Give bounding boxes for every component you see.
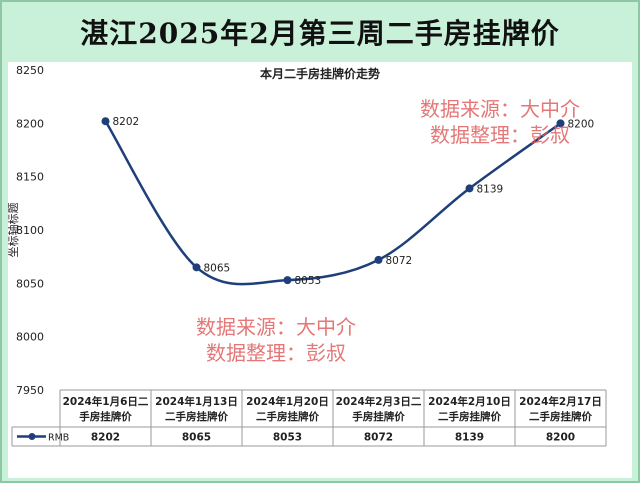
watermark-middle-line2: 数据整理：彭叔	[206, 341, 346, 365]
x-category-label: 手房挂牌价	[79, 410, 132, 423]
watermark-top: 数据来源：大中介 数据整理：彭叔	[420, 96, 580, 148]
watermark-top-line1: 数据来源：大中介	[420, 97, 580, 121]
chart-title: 本月二手房挂牌价走势	[260, 66, 380, 81]
data-label: 8202	[113, 116, 140, 128]
table-value-cell: 8053	[273, 432, 302, 444]
data-label: 8200	[568, 118, 595, 130]
x-category-label: 2024年2月3日二	[336, 395, 422, 408]
watermark-middle: 数据来源：大中介 数据整理：彭叔	[196, 314, 356, 366]
data-point	[101, 117, 110, 126]
data-point	[374, 255, 383, 264]
chart-panel: 本月二手房挂牌价走势坐标轴标题 7950 8000 8050 8100 8150 8200 8…	[8, 62, 632, 478]
banner-title: 湛江2025年2月第三周二手房挂牌价	[80, 17, 560, 50]
y-axis-label: 坐标轴标题	[8, 203, 20, 258]
x-category-label: 二手房挂牌价	[165, 410, 228, 423]
y-tick-label: 8200	[16, 117, 44, 130]
data-label: 8139	[477, 183, 504, 195]
table-value-cell: 8200	[546, 432, 575, 444]
y-tick-label: 8150	[16, 171, 44, 184]
table-value-cell: 8065	[182, 432, 211, 444]
data-label: 8065	[204, 262, 231, 274]
data-point	[556, 119, 565, 128]
x-category-label: 二手房挂牌价	[529, 410, 592, 423]
legend-series-name: RMB	[48, 433, 69, 444]
x-category-label: 2024年1月13日	[155, 395, 238, 408]
y-tick-label: 8050	[16, 277, 44, 290]
x-category-label: 2024年2月10日	[428, 395, 511, 408]
data-point	[283, 276, 292, 285]
x-category-label: 二手房挂牌价	[438, 410, 501, 423]
table-value-cell: 8072	[364, 432, 393, 444]
watermark-middle-line1: 数据来源：大中介	[196, 315, 356, 339]
data-point	[192, 263, 201, 272]
x-category-label: 2024年1月6日二	[63, 395, 149, 408]
y-tick-label: 8250	[16, 64, 44, 77]
table-value-cell: 8202	[91, 432, 120, 444]
x-category-label: 手房挂牌价	[352, 410, 405, 423]
data-label: 8053	[295, 275, 322, 287]
y-tick-label: 7950	[16, 384, 44, 397]
legend-marker	[28, 433, 36, 440]
table-value-cell: 8139	[455, 432, 484, 444]
x-category-label: 2024年1月20日	[246, 395, 329, 408]
y-tick-label: 8100	[16, 224, 44, 237]
watermark-top-line2: 数据整理：彭叔	[430, 123, 570, 147]
series-line-rmb	[104, 120, 562, 286]
x-category-label: 2024年2月17日	[519, 395, 602, 408]
banner: 湛江2025年2月第三周二手房挂牌价	[0, 0, 640, 64]
data-point	[465, 184, 474, 193]
data-label: 8072	[386, 255, 413, 267]
x-category-label: 二手房挂牌价	[256, 410, 319, 423]
y-tick-label: 8000	[16, 331, 44, 344]
